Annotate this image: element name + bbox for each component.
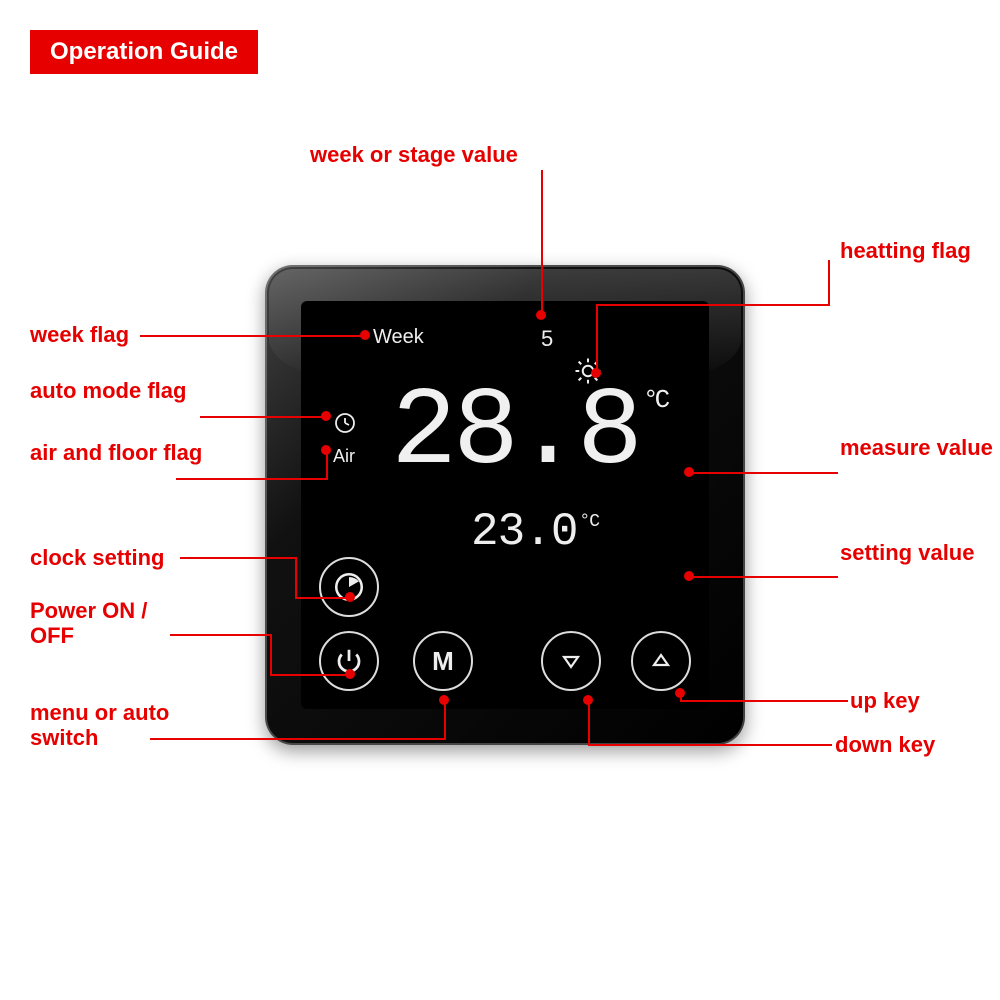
leader-line <box>295 557 297 597</box>
leader-dot <box>684 571 694 581</box>
label-auto-mode: auto mode flag <box>30 378 186 403</box>
clock-outline-icon <box>333 411 357 440</box>
leader-line <box>444 700 446 740</box>
leader-dot <box>675 688 685 698</box>
leader-dot <box>684 467 694 477</box>
setting-temp-value: 23.0 <box>471 506 577 558</box>
leader-dot <box>345 592 355 602</box>
leader-line <box>150 738 444 740</box>
label-menu-auto: menu or auto switch <box>30 700 170 751</box>
leader-line <box>690 472 838 474</box>
power-button[interactable] <box>319 631 379 691</box>
week-label: Week <box>373 326 424 349</box>
label-up-key: up key <box>850 688 920 713</box>
label-heating-flag: heatting flag <box>840 238 971 263</box>
label-air-floor: air and floor flag <box>30 440 202 465</box>
measure-temp: 28.8 °C <box>391 371 666 496</box>
label-clock-setting: clock setting <box>30 545 164 570</box>
measure-temp-unit: °C <box>643 385 666 415</box>
leader-dot <box>591 368 601 378</box>
leader-line <box>200 416 325 418</box>
label-down-key: down key <box>835 732 935 757</box>
leader-dot <box>536 310 546 320</box>
leader-line <box>295 597 349 599</box>
leader-line <box>680 700 848 702</box>
down-button[interactable] <box>541 631 601 691</box>
leader-dot <box>321 411 331 421</box>
thermostat-device: Week 5 Air 28.8 °C 23.0 °C <box>265 265 745 745</box>
label-week-flag: week flag <box>30 322 129 347</box>
device-screen: Week 5 Air 28.8 °C 23.0 °C <box>301 301 709 709</box>
leader-line <box>140 335 364 337</box>
menu-button[interactable]: M <box>413 631 473 691</box>
measure-temp-value: 28.8 <box>391 371 639 496</box>
title-bar: Operation Guide <box>30 30 258 74</box>
menu-button-label: M <box>432 646 454 677</box>
leader-line <box>170 634 270 636</box>
leader-line <box>270 634 272 674</box>
leader-dot <box>360 330 370 340</box>
leader-line <box>596 304 598 372</box>
menu-button-wrap: M <box>413 631 473 691</box>
setting-temp-unit: °C <box>579 512 599 532</box>
leader-line <box>588 744 832 746</box>
leader-line <box>588 700 590 746</box>
leader-dot <box>345 669 355 679</box>
leader-line <box>690 576 838 578</box>
leader-line <box>180 557 295 559</box>
label-measure-value: measure value <box>840 435 993 460</box>
setting-temp: 23.0 °C <box>471 506 599 558</box>
label-power: Power ON / OFF <box>30 598 180 649</box>
right-button-row <box>541 631 691 691</box>
week-value: 5 <box>541 326 553 352</box>
up-button[interactable] <box>631 631 691 691</box>
leader-dot <box>583 695 593 705</box>
air-label: Air <box>333 446 355 467</box>
leader-line <box>541 170 543 315</box>
clock-setting-button[interactable] <box>319 557 379 617</box>
leader-line <box>828 260 830 306</box>
leader-line <box>176 478 326 480</box>
leader-line <box>270 674 348 676</box>
leader-dot <box>321 445 331 455</box>
leader-dot <box>439 695 449 705</box>
label-week-stage: week or stage value <box>310 142 518 167</box>
label-setting-value: setting value <box>840 540 974 565</box>
leader-line <box>596 304 830 306</box>
